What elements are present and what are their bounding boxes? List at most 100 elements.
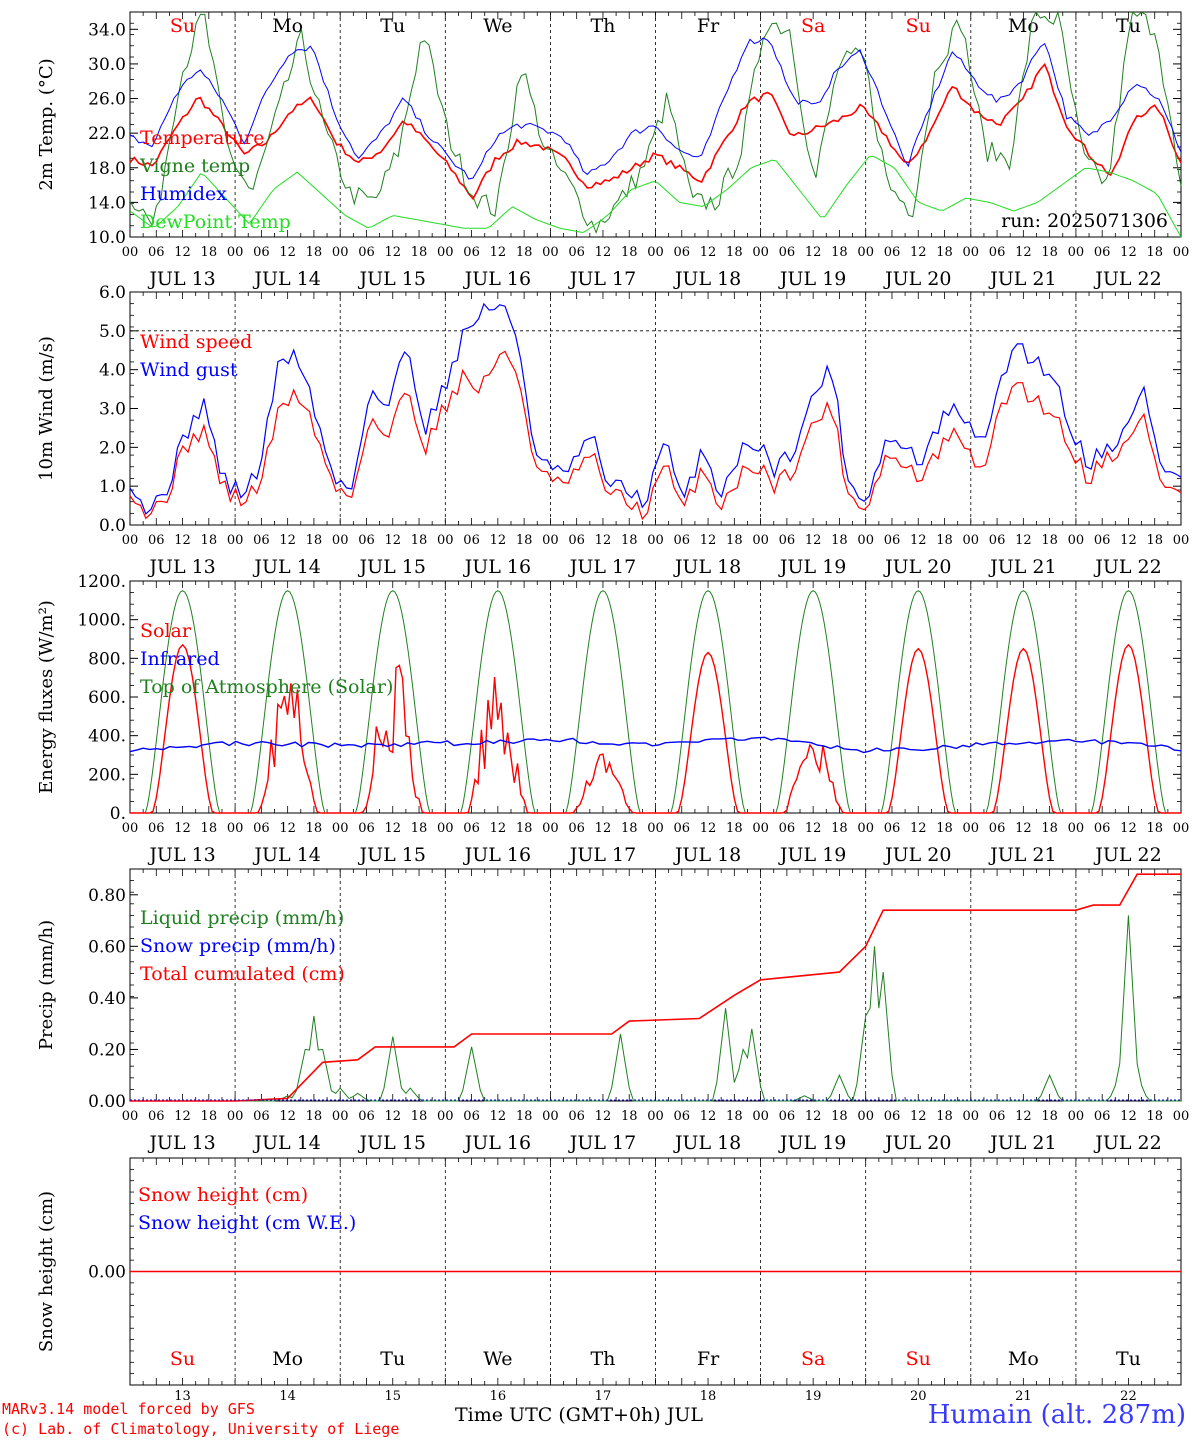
y-tick-label: 14.0 (88, 193, 126, 213)
date-label: JUL 19 (778, 844, 846, 866)
hour-tick-label: 12 (595, 245, 612, 260)
hour-tick-label: 00 (1173, 245, 1190, 260)
hour-tick-label: 12 (279, 245, 296, 260)
hour-tick-label: 00 (1173, 1109, 1190, 1124)
hour-tick-label: 00 (542, 533, 559, 548)
hour-tick-label: 18 (831, 821, 848, 836)
y-axis-label: Precip (mm/h) (36, 920, 57, 1050)
hour-tick-label: 18 (936, 1109, 953, 1124)
y-tick-label: 400. (88, 727, 126, 747)
hour-tick-label: 06 (779, 533, 796, 548)
y-tick-label: 0.20 (88, 1040, 126, 1060)
hour-tick-label: 18 (726, 245, 743, 260)
date-label: JUL 13 (147, 556, 215, 578)
hour-tick-label: 06 (358, 245, 375, 260)
hour-tick-label: 00 (1173, 821, 1190, 836)
hour-tick-label: 18 (1146, 533, 1163, 548)
hour-tick-label: 00 (647, 245, 664, 260)
hour-tick-label: 18 (201, 1109, 218, 1124)
date-label: JUL 21 (988, 268, 1056, 290)
hour-tick-label: 00 (647, 1109, 664, 1124)
weekday-label: Su (170, 1348, 195, 1370)
hour-tick-label: 12 (279, 821, 296, 836)
hour-tick-label: 18 (726, 821, 743, 836)
hour-tick-label: 12 (174, 533, 191, 548)
date-label: JUL 13 (147, 844, 215, 866)
legend-entry: Temperature (140, 127, 264, 149)
series-line-vigne-temp (129, 10, 1182, 234)
date-label: JUL 22 (1093, 844, 1161, 866)
hour-tick-label: 12 (595, 1109, 612, 1124)
hour-tick-label: 18 (1041, 245, 1058, 260)
series-line-temperature (129, 62, 1182, 201)
hour-tick-label: 06 (989, 821, 1006, 836)
date-label: JUL 17 (568, 844, 636, 866)
y-axis-label: 10m Wind (m/s) (36, 336, 57, 481)
hour-tick-label: 06 (358, 1109, 375, 1124)
day-number-label: 16 (490, 1389, 507, 1404)
hour-tick-label: 06 (989, 533, 1006, 548)
y-tick-label: 0.80 (88, 886, 126, 906)
hour-tick-label: 18 (516, 533, 533, 548)
series-line-wind-gust (129, 302, 1182, 515)
hour-tick-label: 12 (1015, 821, 1032, 836)
hour-tick-label: 18 (516, 245, 533, 260)
hour-tick-label: 00 (752, 245, 769, 260)
hour-tick-label: 00 (1068, 533, 1085, 548)
hour-tick-label: 12 (1120, 533, 1137, 548)
date-label: JUL 16 (463, 268, 531, 290)
hour-tick-label: 12 (910, 245, 927, 260)
date-label: JUL 16 (463, 556, 531, 578)
hour-tick-label: 00 (857, 245, 874, 260)
hour-tick-label: 18 (201, 821, 218, 836)
series-line-liquid-precip (130, 915, 1181, 1103)
hour-tick-label: 00 (647, 821, 664, 836)
y-tick-label: 0.0 (99, 516, 126, 536)
weekday-label: Th (590, 15, 615, 37)
date-label: JUL 20 (883, 268, 951, 290)
hour-tick-label: 12 (595, 821, 612, 836)
legend-entry: Wind gust (140, 359, 238, 381)
hour-tick-label: 12 (384, 821, 401, 836)
date-label: JUL 14 (252, 1132, 320, 1154)
hour-tick-label: 00 (963, 245, 980, 260)
y-tick-label: 4.0 (99, 361, 126, 381)
hour-tick-label: 00 (122, 245, 139, 260)
hour-tick-label: 18 (936, 533, 953, 548)
hour-tick-label: 18 (1146, 245, 1163, 260)
y-tick-label: 18.0 (88, 159, 126, 179)
hour-tick-label: 00 (752, 533, 769, 548)
y-tick-label: 10.0 (88, 228, 126, 248)
hour-tick-label: 06 (253, 821, 270, 836)
hour-tick-label: 06 (148, 533, 165, 548)
hour-tick-label: 00 (752, 821, 769, 836)
date-label: JUL 19 (778, 1132, 846, 1154)
series-line-humidex (129, 37, 1182, 180)
hour-tick-label: 12 (384, 245, 401, 260)
hour-tick-label: 00 (122, 533, 139, 548)
y-axis-label: 2m Temp. (°C) (36, 58, 57, 190)
day-number-label: 21 (1015, 1389, 1032, 1404)
footer-station: Humain (alt. 287m) (927, 1400, 1186, 1430)
hour-tick-label: 06 (989, 1109, 1006, 1124)
hour-tick-label: 06 (148, 1109, 165, 1124)
weekday-label: Sa (801, 15, 825, 37)
date-label: JUL 18 (673, 268, 741, 290)
date-label: JUL 20 (883, 556, 951, 578)
legend-entry: Vigne temp (139, 155, 250, 177)
hour-tick-label: 18 (1146, 821, 1163, 836)
date-label: JUL 15 (358, 556, 426, 578)
hour-tick-label: 00 (542, 245, 559, 260)
hour-tick-label: 18 (306, 1109, 323, 1124)
hour-tick-label: 06 (1094, 533, 1111, 548)
hour-tick-label: 00 (227, 533, 244, 548)
hour-tick-label: 12 (700, 533, 717, 548)
y-axis-label: Snow height (cm) (36, 1191, 57, 1352)
hour-tick-label: 00 (227, 1109, 244, 1124)
hour-tick-label: 18 (411, 533, 428, 548)
legend-entry: Top of Atmosphere (Solar) (140, 676, 393, 698)
hour-tick-label: 06 (674, 245, 691, 260)
hour-tick-label: 12 (490, 1109, 507, 1124)
hour-tick-label: 12 (910, 533, 927, 548)
